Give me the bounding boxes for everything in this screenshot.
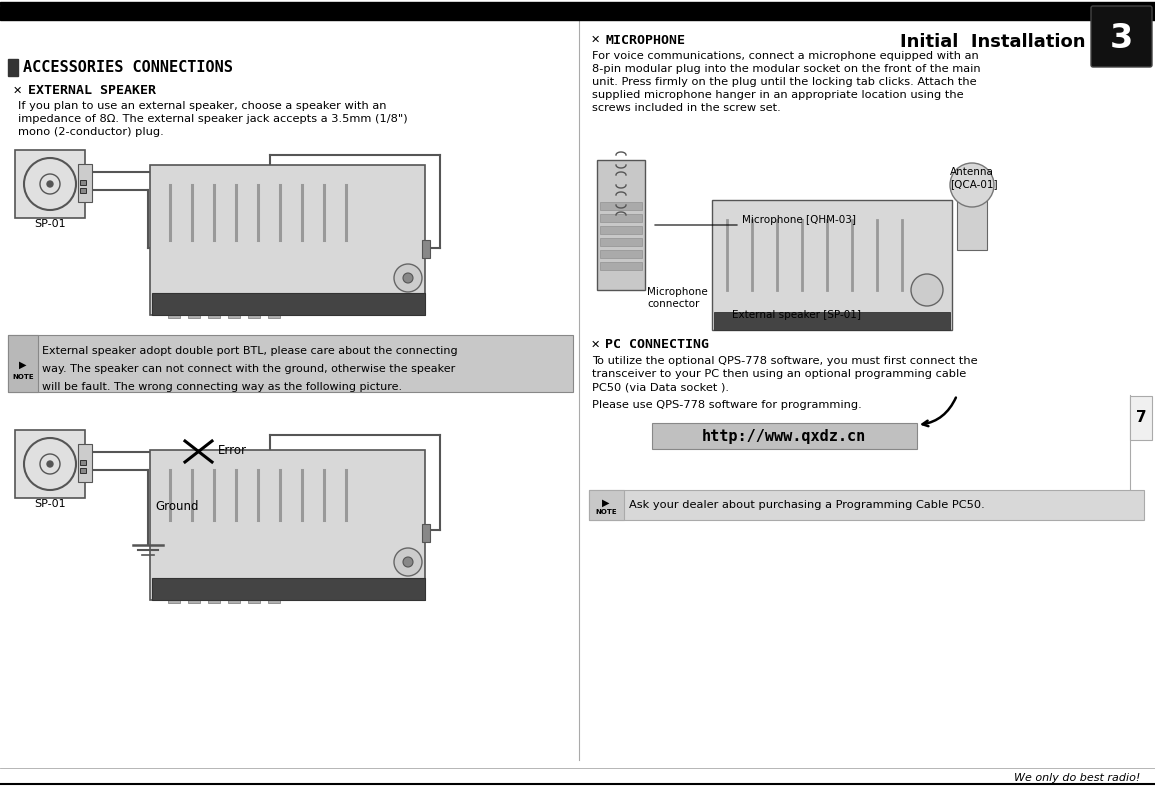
Bar xyxy=(15,430,85,498)
Bar xyxy=(188,310,200,318)
Circle shape xyxy=(47,181,53,187)
Text: mono (2-conductor) plug.: mono (2-conductor) plug. xyxy=(18,127,164,137)
Bar xyxy=(188,595,200,603)
Bar xyxy=(268,595,280,603)
Bar xyxy=(599,226,642,234)
Bar xyxy=(80,180,85,185)
Text: EXTERNAL SPEAKER: EXTERNAL SPEAKER xyxy=(28,84,156,98)
Bar xyxy=(589,490,1143,520)
Text: Microphone [QHM-03]: Microphone [QHM-03] xyxy=(742,215,856,225)
Text: Microphone
connector: Microphone connector xyxy=(647,287,708,309)
Text: ACCESSORIES CONNECTIONS: ACCESSORIES CONNECTIONS xyxy=(23,60,233,75)
Text: Ground: Ground xyxy=(155,501,199,513)
Circle shape xyxy=(394,548,422,576)
Bar xyxy=(589,490,624,520)
Bar xyxy=(150,450,425,600)
Text: Antenna
[QCA-01]: Antenna [QCA-01] xyxy=(951,167,998,189)
Bar xyxy=(150,165,425,315)
Bar xyxy=(80,460,85,465)
Text: ▶: ▶ xyxy=(20,360,27,370)
Text: http://www.qxdz.cn: http://www.qxdz.cn xyxy=(702,428,866,444)
Text: 3: 3 xyxy=(1109,21,1133,54)
Bar xyxy=(599,238,642,246)
Bar xyxy=(79,444,92,482)
Bar xyxy=(0,6,1155,20)
Text: ✕: ✕ xyxy=(590,340,599,350)
Bar xyxy=(599,262,642,270)
Text: PC50 (via Data socket ).: PC50 (via Data socket ). xyxy=(593,382,729,392)
Circle shape xyxy=(951,163,994,207)
Bar xyxy=(714,312,951,330)
Text: Error: Error xyxy=(218,445,247,457)
Text: will be fault. The wrong connecting way as the following picture.: will be fault. The wrong connecting way … xyxy=(42,382,402,392)
Text: 8-pin modular plug into the modular socket on the front of the main: 8-pin modular plug into the modular sock… xyxy=(593,64,981,74)
Bar xyxy=(79,164,92,202)
Bar xyxy=(248,310,260,318)
Text: NOTE: NOTE xyxy=(13,374,33,380)
Text: Ask your dealer about purchasing a Programming Cable PC50.: Ask your dealer about purchasing a Progr… xyxy=(629,500,985,510)
Bar xyxy=(599,214,642,222)
Circle shape xyxy=(394,264,422,292)
Bar xyxy=(1130,396,1152,440)
Bar xyxy=(8,335,38,392)
Bar xyxy=(711,200,952,330)
Bar xyxy=(248,595,260,603)
Bar xyxy=(8,59,18,76)
Text: screws included in the screw set.: screws included in the screw set. xyxy=(593,103,781,113)
Text: For voice communications, connect a microphone equipped with an: For voice communications, connect a micr… xyxy=(593,51,978,61)
Bar xyxy=(268,310,280,318)
Text: SP-01: SP-01 xyxy=(35,219,66,229)
Bar xyxy=(228,310,240,318)
Bar xyxy=(599,202,642,210)
Bar xyxy=(599,250,642,258)
Text: ▶: ▶ xyxy=(602,498,610,508)
Bar xyxy=(597,160,644,290)
Bar xyxy=(422,240,430,258)
Text: ✕: ✕ xyxy=(13,86,22,96)
Circle shape xyxy=(911,274,942,306)
Circle shape xyxy=(47,461,53,467)
Text: impedance of 8Ω. The external speaker jack accepts a 3.5mm (1/8"): impedance of 8Ω. The external speaker ja… xyxy=(18,114,408,124)
Text: To utilize the optional QPS-778 software, you must first connect the: To utilize the optional QPS-778 software… xyxy=(593,356,977,366)
Bar xyxy=(167,310,180,318)
Bar xyxy=(653,423,917,449)
Bar xyxy=(80,188,85,193)
Bar xyxy=(80,468,85,473)
Bar xyxy=(422,524,430,542)
Text: ✕: ✕ xyxy=(590,35,599,45)
Bar xyxy=(228,595,240,603)
Circle shape xyxy=(403,273,413,283)
Bar xyxy=(0,2,1155,5)
Bar xyxy=(15,150,85,218)
Text: transceiver to your PC then using an optional programming cable: transceiver to your PC then using an opt… xyxy=(593,369,967,379)
Text: 7: 7 xyxy=(1135,411,1146,426)
Bar xyxy=(208,595,219,603)
Text: supplied microphone hanger in an appropriate location using the: supplied microphone hanger in an appropr… xyxy=(593,90,963,100)
Text: External speaker [SP-01]: External speaker [SP-01] xyxy=(732,310,860,320)
Text: PC CONNECTING: PC CONNECTING xyxy=(605,338,709,352)
Text: If you plan to use an external speaker, choose a speaker with an: If you plan to use an external speaker, … xyxy=(18,101,387,111)
Text: way. The speaker can not connect with the ground, otherwise the speaker: way. The speaker can not connect with th… xyxy=(42,364,455,374)
Text: MICROPHONE: MICROPHONE xyxy=(605,34,685,46)
Bar xyxy=(152,578,425,600)
Bar xyxy=(957,170,988,250)
Bar xyxy=(152,293,425,315)
Text: unit. Press firmly on the plug until the locking tab clicks. Attach the: unit. Press firmly on the plug until the… xyxy=(593,77,977,87)
Text: Please use QPS-778 software for programming.: Please use QPS-778 software for programm… xyxy=(593,400,862,410)
Text: NOTE: NOTE xyxy=(595,509,617,515)
FancyBboxPatch shape xyxy=(1091,6,1152,67)
Bar xyxy=(208,310,219,318)
Bar xyxy=(8,335,573,392)
Text: Initial  Installation: Initial Installation xyxy=(900,33,1085,51)
Circle shape xyxy=(403,557,413,567)
Text: We only do best radio!: We only do best radio! xyxy=(1014,773,1140,783)
Text: External speaker adopt double port BTL, please care about the connecting: External speaker adopt double port BTL, … xyxy=(42,346,457,356)
Bar xyxy=(167,595,180,603)
Text: SP-01: SP-01 xyxy=(35,499,66,509)
